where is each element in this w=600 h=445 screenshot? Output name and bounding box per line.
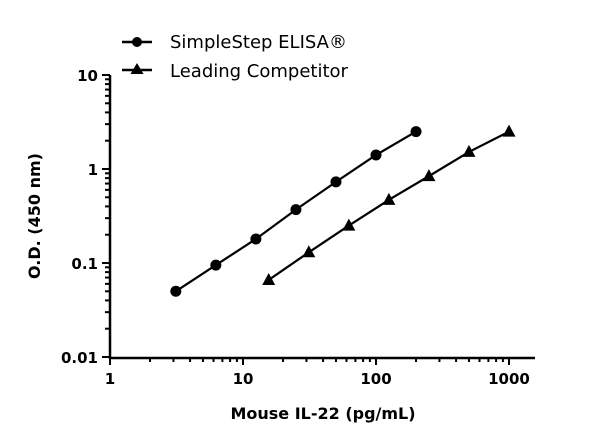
data-point-circle [290,204,302,216]
y-tick-label: 0.01 [61,349,98,367]
data-point-circle [170,285,182,297]
y-tick-label: 1 [88,161,98,179]
x-axis-label: Mouse IL-22 (pg/mL) [230,404,415,423]
data-point-triangle [502,124,516,137]
data-point-circle [370,149,382,161]
legend-label-competitor: Leading Competitor [170,61,349,82]
data-point-triangle [462,144,476,157]
y-tick-label: 10 [77,67,98,85]
data-point-triangle [262,272,276,285]
x-tick-label: 1 [105,370,115,388]
data-point-circle [330,176,342,188]
data-point-triangle [382,192,396,205]
series-simplestep [170,126,422,297]
legend-label-simplestep: SimpleStep ELISA® [170,32,347,53]
y-axis-label: O.D. (450 nm) [25,153,44,279]
x-tick-label: 100 [360,370,391,388]
data-point-triangle [342,218,356,231]
x-tick-label: 1000 [488,370,530,388]
legend: SimpleStep ELISA® Leading Competitor [122,32,349,82]
series-layer [170,124,516,297]
axes: 1 10 100 1000 0.01 0.1 1 10 [61,67,535,388]
series-competitor [262,124,516,285]
data-point-triangle [302,245,316,258]
data-point-triangle [422,169,436,182]
y-tick-label: 0.1 [71,255,98,273]
legend-marker-triangle [130,63,144,74]
data-point-circle [210,259,222,271]
x-tick-label: 10 [233,370,254,388]
data-point-circle [250,233,262,245]
data-point-circle [410,126,422,138]
legend-marker-circle [132,37,142,47]
